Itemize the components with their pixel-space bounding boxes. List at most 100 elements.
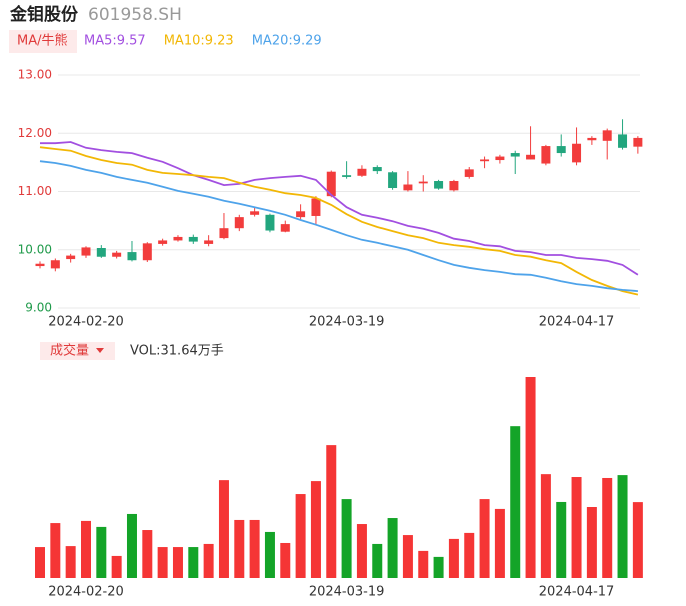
volume-bar [249, 519, 260, 578]
volume-bar [326, 445, 337, 578]
volume-bar [96, 526, 107, 578]
volume-bar [510, 426, 521, 578]
x-tick-label: 2024-02-20 [48, 315, 124, 330]
x-tick-label: 2024-03-19 [309, 585, 385, 600]
volume-bar [464, 532, 475, 578]
volume-bar [295, 494, 306, 578]
candle-body [112, 252, 122, 257]
volume-bar [433, 556, 444, 578]
ma-line [39, 160, 638, 292]
candle-body [357, 168, 367, 176]
volume-bar [402, 535, 413, 578]
candle-body [142, 243, 152, 261]
volume-bar [494, 508, 505, 578]
volume-bar [387, 518, 398, 578]
volume-bar [540, 474, 551, 578]
candle-body [449, 181, 459, 191]
candle-body [526, 154, 536, 160]
candle-body [158, 240, 168, 244]
stock-name: 金钼股份 [9, 4, 79, 25]
candle-body [434, 181, 444, 189]
candle-body [572, 143, 582, 163]
candle-body [618, 134, 628, 148]
y-tick-label: 12.00 [18, 126, 52, 140]
volume-bar [632, 502, 643, 578]
volume-bar [218, 480, 229, 578]
candle-body [35, 263, 45, 267]
volume-bar [280, 542, 291, 578]
candle-body [173, 236, 183, 241]
candle-body [250, 211, 260, 215]
volume-button[interactable] [40, 342, 115, 360]
volume-bar [188, 547, 199, 578]
candle-body [495, 156, 505, 161]
candle-body [66, 255, 76, 260]
volume-bar [172, 547, 183, 578]
y-tick-label: 11.00 [18, 184, 52, 198]
volume-bar [372, 543, 383, 578]
candle-body [296, 211, 306, 218]
candle-body [372, 167, 382, 172]
ma-button-label[interactable]: MA/牛熊 [17, 33, 68, 49]
candle-body [418, 181, 428, 184]
candle-body [234, 217, 244, 229]
candle-body [219, 228, 229, 239]
x-tick-label: 2024-04-17 [539, 315, 615, 330]
volume-bar [617, 475, 628, 578]
volume-bar [356, 524, 367, 578]
candle-body [510, 153, 520, 157]
volume-annotation: VOL:31.64万手 [130, 344, 224, 359]
volume-bar [80, 520, 91, 578]
candle-body [602, 130, 612, 141]
x-tick-label: 2024-04-17 [539, 585, 615, 600]
x-tick-label: 2024-03-19 [309, 315, 385, 330]
volume-bar [35, 547, 45, 578]
volume-bar [111, 555, 122, 578]
dropdown-arrow[interactable] [96, 348, 104, 353]
candle-body [633, 137, 643, 147]
volume-bar [310, 481, 321, 578]
volume-bar [586, 507, 597, 578]
volume-bar [571, 477, 582, 578]
volume-bar [602, 477, 613, 578]
volume-bar [341, 499, 352, 578]
volume-bar [65, 546, 76, 578]
candle-body [388, 172, 398, 189]
legend-entry: MA5:9.57 [84, 34, 146, 49]
stock-code: 601958.SH [88, 5, 182, 25]
legend-entry: MA10:9.23 [164, 34, 234, 49]
ma-line [40, 141, 639, 276]
candle-body [81, 247, 91, 256]
volume-bar [525, 377, 536, 578]
volume-bar [264, 531, 275, 578]
ma-button[interactable] [9, 30, 77, 53]
volume-bar [50, 523, 61, 578]
volume-bar [418, 550, 429, 578]
candle-body [280, 224, 290, 232]
candle-body [188, 236, 198, 242]
candle-body [50, 260, 60, 269]
y-tick-label: 13.00 [18, 68, 52, 82]
candle-body [480, 159, 490, 162]
candle-body [204, 240, 214, 244]
y-tick-label: 9.00 [25, 301, 52, 315]
volume-bar [234, 519, 245, 578]
y-tick-label: 10.00 [18, 242, 52, 256]
x-tick-label: 2024-02-20 [48, 585, 124, 600]
candle-body [127, 252, 137, 261]
volume-bar [448, 538, 459, 578]
candle-body [403, 184, 413, 191]
candle-body [265, 214, 275, 231]
candle-body [587, 137, 597, 141]
volume-button-label[interactable]: 成交量 [50, 343, 89, 359]
candle-body [541, 146, 551, 164]
candle-body [96, 248, 106, 257]
volume-bar [203, 543, 214, 578]
legend-entry: MA20:9.29 [252, 34, 322, 49]
volume-bar [157, 547, 168, 578]
candle-body [556, 146, 566, 154]
volume-bar [126, 513, 137, 578]
candle-body [311, 198, 321, 216]
candle-body [464, 169, 474, 177]
